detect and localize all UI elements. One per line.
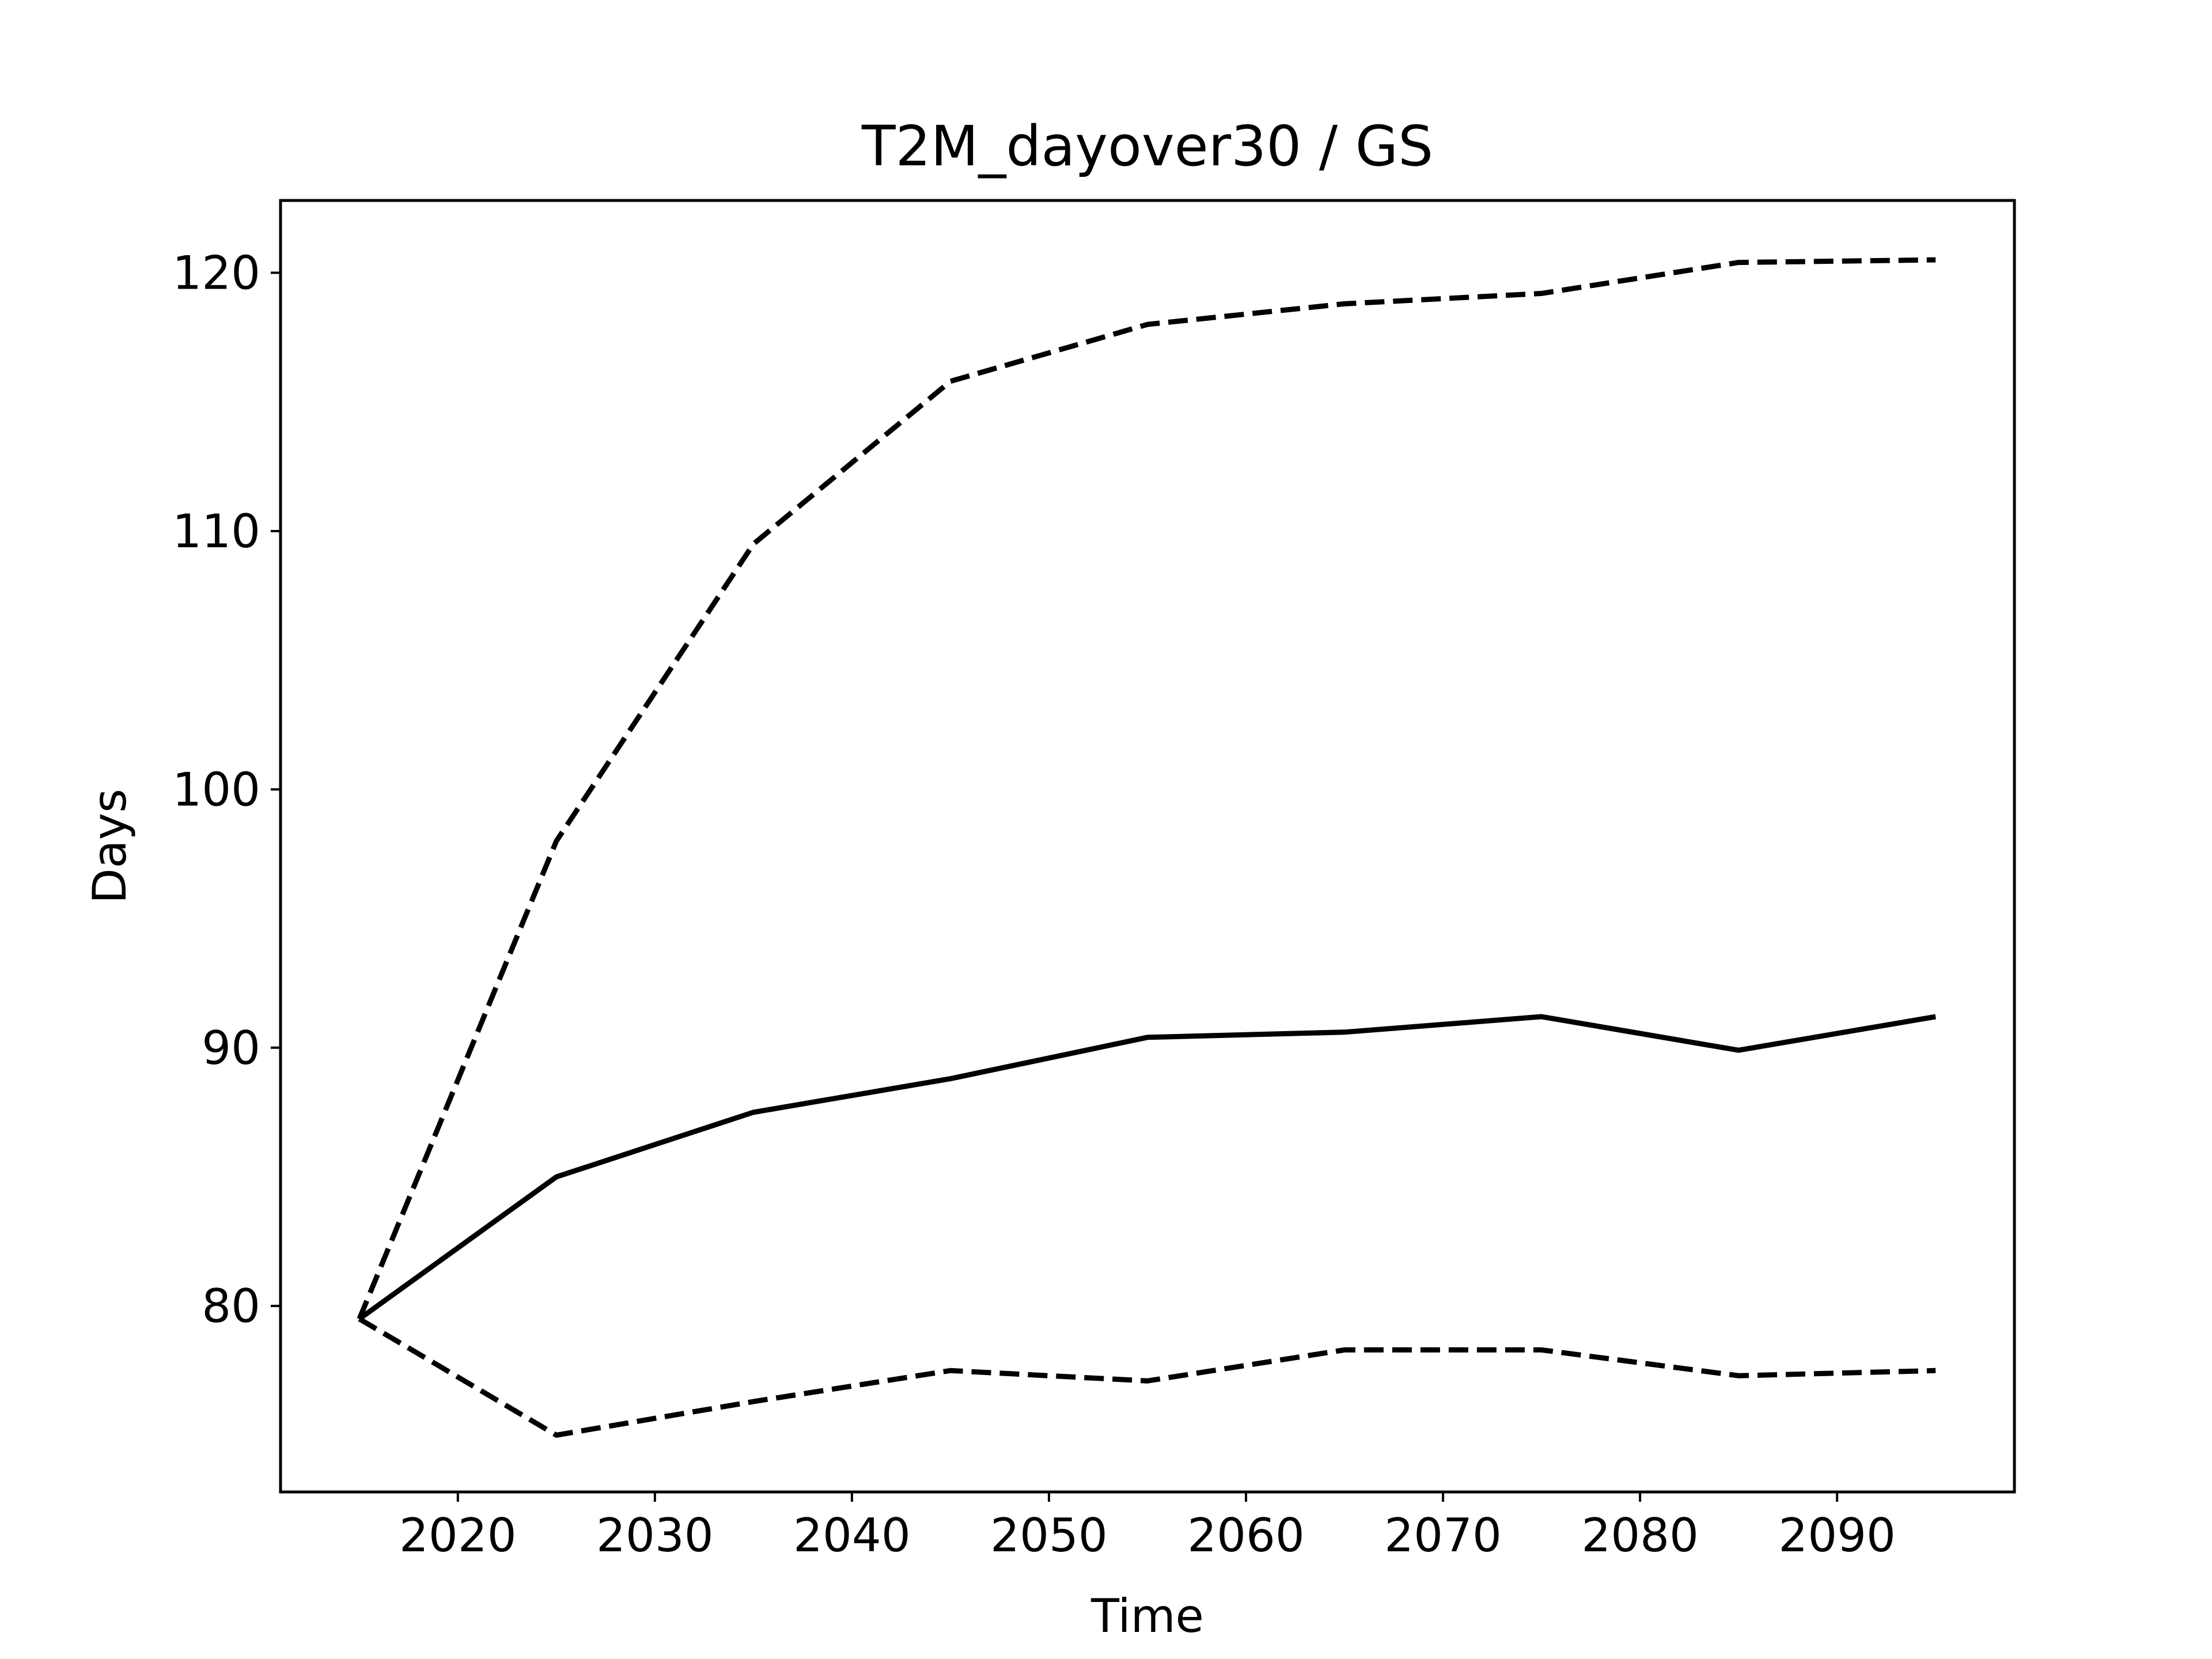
- axes-frame: [279, 199, 2016, 1494]
- x-tick-label: 2070: [1384, 1509, 1502, 1562]
- y-tick-label: 80: [202, 1279, 260, 1333]
- x-tick-label: 2040: [793, 1509, 911, 1562]
- y-axis: 80 90 100 110 120: [172, 247, 281, 1333]
- x-tick-label: 2030: [596, 1509, 714, 1562]
- series-line-2: [358, 1014, 1936, 1321]
- series-line-1: [357, 257, 1936, 1320]
- x-axis-label: Time: [1090, 1589, 1204, 1643]
- y-tick-label: 90: [202, 1021, 260, 1075]
- x-tick-label: 2060: [1187, 1509, 1305, 1562]
- x-tick-label: 2090: [1778, 1509, 1896, 1562]
- y-tick-label: 120: [172, 247, 260, 300]
- x-tick-label: 2050: [990, 1509, 1108, 1562]
- y-tick-label: 110: [172, 505, 260, 558]
- y-tick-label: 100: [172, 763, 260, 816]
- x-tick-label: 2020: [399, 1509, 517, 1562]
- y-axis-label: Days: [83, 789, 137, 904]
- x-axis: 2020 2030 2040 2050 2060 2070 2080 2090: [399, 1492, 1896, 1562]
- chart-title: T2M_dayover30 / GS: [861, 114, 1433, 179]
- x-tick-label: 2080: [1581, 1509, 1699, 1562]
- series-line-3: [358, 1316, 1936, 1438]
- plot-area: [357, 257, 1936, 1438]
